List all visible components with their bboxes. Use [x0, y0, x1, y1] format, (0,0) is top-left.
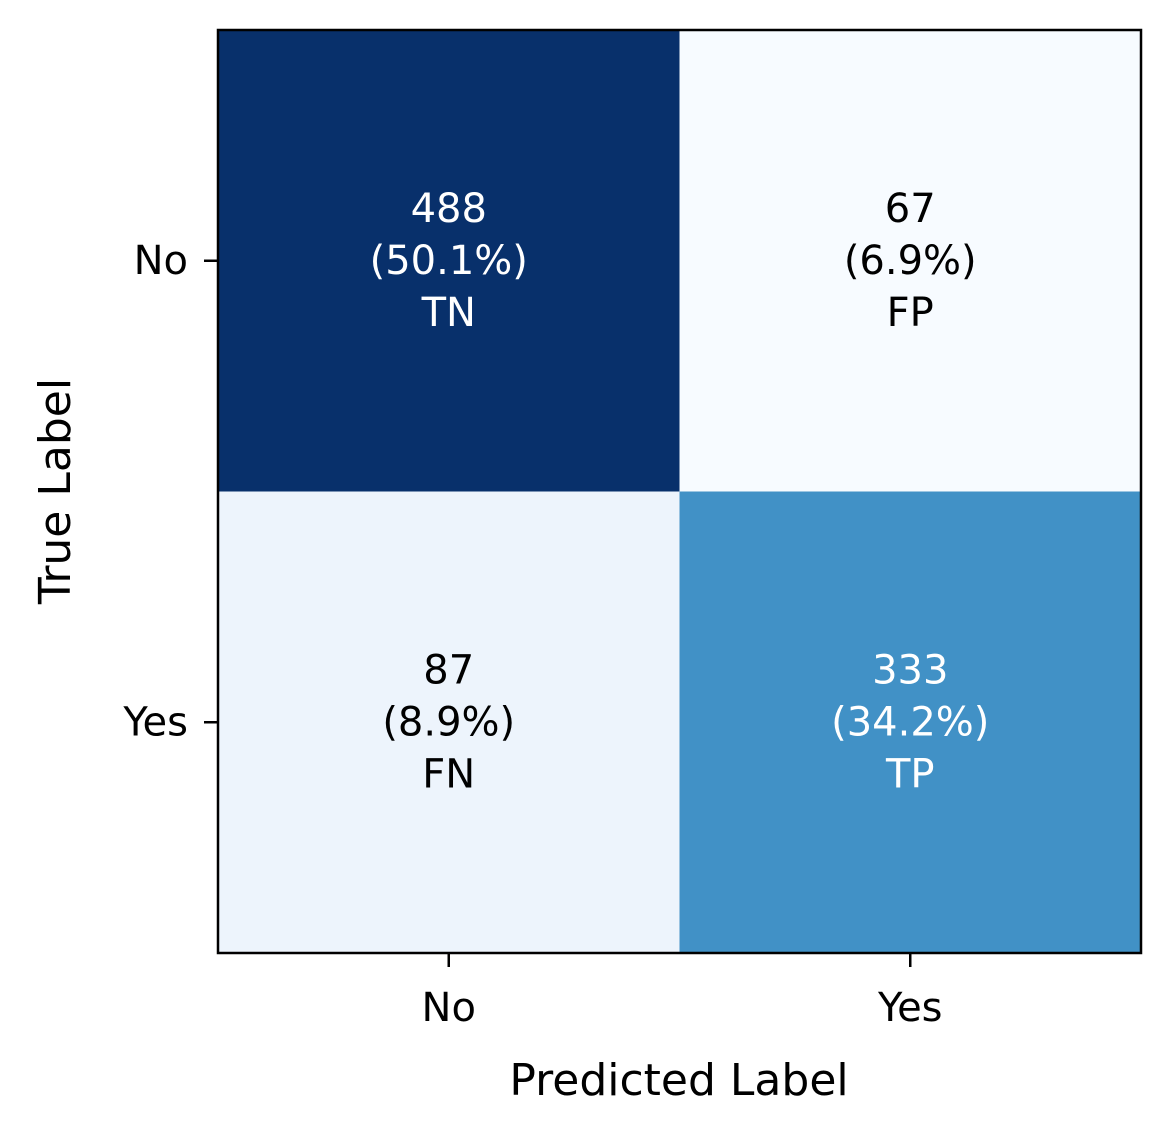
cell-tn-tag: TN	[421, 290, 476, 336]
cell-fp-percent: (6.9%)	[844, 238, 977, 284]
x-axis-label: Predicted Label	[509, 1055, 848, 1106]
cell-tn	[218, 30, 680, 492]
cell-fn-count: 87	[423, 647, 474, 693]
cell-fn	[218, 491, 680, 953]
y-axis-label: True Label	[30, 378, 81, 605]
cell-fp-tag: FP	[887, 290, 934, 336]
y-tick-label-yes: Yes	[122, 699, 188, 745]
cell-fp	[679, 30, 1141, 492]
cell-tn-percent: (50.1%)	[370, 238, 528, 284]
x-tick-label-no: No	[422, 985, 476, 1031]
cell-fp-count: 67	[885, 186, 936, 232]
plot-frame	[216, 28, 1143, 955]
heatmap-cells: 488 (50.1%) TN 67 (6.9%) FP 87 (8.9%) FN 333 (34.2…	[218, 30, 1141, 953]
cell-tp	[679, 491, 1141, 953]
cell-fn-percent: (8.9%)	[382, 699, 515, 745]
x-tick-label-yes: Yes	[877, 985, 943, 1031]
cell-tp-count: 333	[872, 647, 948, 693]
cell-fn-tag: FN	[422, 751, 475, 797]
axis-ticks: No Yes No Yes	[122, 238, 942, 1031]
cell-tn-count: 488	[411, 186, 487, 232]
y-tick-label-no: No	[134, 238, 188, 284]
cell-tp-tag: TP	[885, 751, 935, 797]
cell-tp-percent: (34.2%)	[831, 699, 989, 745]
